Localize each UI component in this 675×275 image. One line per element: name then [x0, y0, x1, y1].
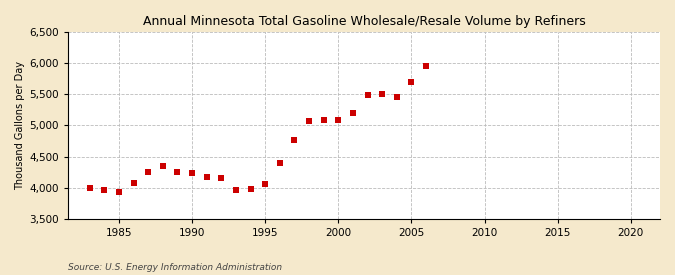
Point [157, 164, 168, 168]
Point [260, 182, 271, 186]
Point [421, 64, 431, 68]
Point [143, 169, 154, 174]
Point [128, 181, 139, 185]
Point [113, 189, 124, 194]
Point [348, 111, 358, 115]
Point [99, 188, 110, 192]
Point [392, 95, 402, 100]
Point [187, 171, 198, 176]
Point [362, 93, 373, 97]
Point [333, 118, 344, 123]
Point [406, 80, 417, 85]
Point [289, 138, 300, 143]
Y-axis label: Thousand Gallons per Day: Thousand Gallons per Day [15, 61, 25, 190]
Title: Annual Minnesota Total Gasoline Wholesale/Resale Volume by Refiners: Annual Minnesota Total Gasoline Wholesal… [142, 15, 585, 28]
Point [231, 188, 242, 192]
Point [377, 92, 387, 97]
Point [84, 186, 95, 190]
Point [275, 161, 286, 166]
Point [216, 176, 227, 180]
Text: Source: U.S. Energy Information Administration: Source: U.S. Energy Information Administ… [68, 263, 281, 272]
Point [245, 187, 256, 191]
Point [304, 119, 315, 123]
Point [319, 118, 329, 122]
Point [172, 169, 183, 174]
Point [201, 175, 212, 179]
